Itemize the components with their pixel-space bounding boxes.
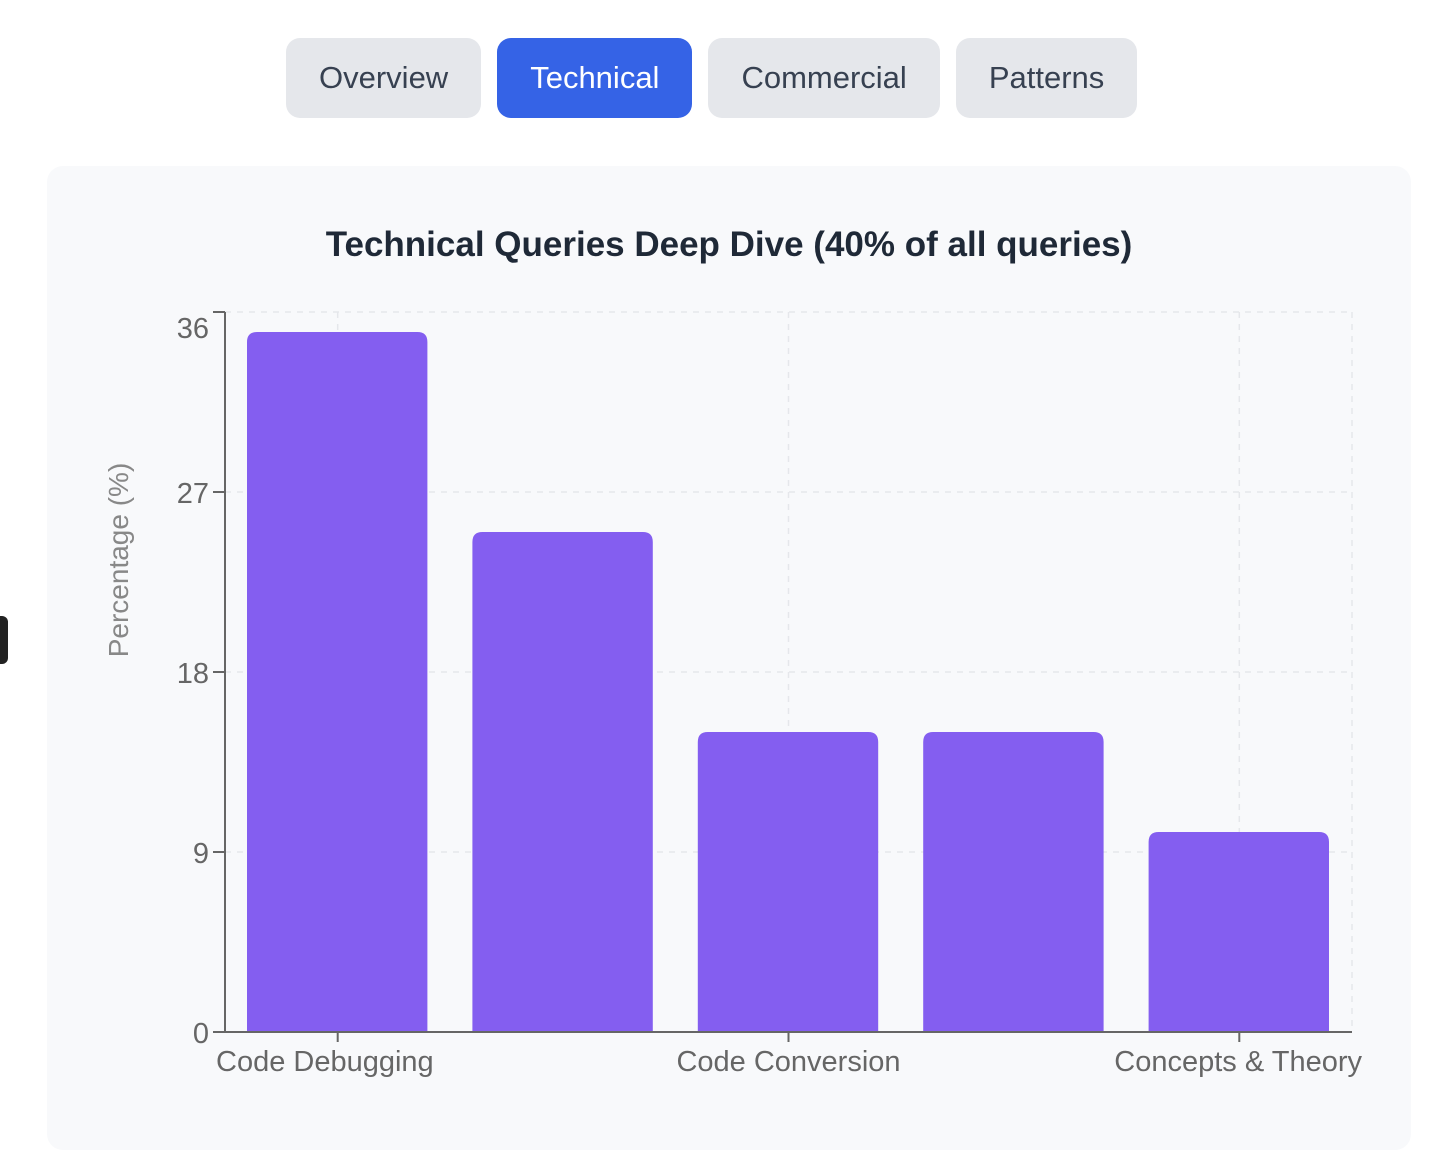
bar <box>472 532 653 1032</box>
y-tick-label: 18 <box>177 658 209 690</box>
bar <box>697 732 879 1032</box>
tab-technical[interactable]: Technical <box>497 38 693 118</box>
side-handle[interactable] <box>0 616 8 664</box>
bar <box>923 732 1104 1032</box>
x-tick-label: Code Conversion <box>676 1046 900 1078</box>
y-tick-label: 9 <box>193 838 209 870</box>
y-tick-label: 36 <box>177 313 209 345</box>
x-tick-label: Concepts & Theory <box>1114 1046 1362 1078</box>
tab-bar: Overview Technical Commercial Patterns <box>286 38 1138 118</box>
bar <box>247 332 428 1032</box>
bar <box>1148 832 1329 1032</box>
y-tick-label: 27 <box>177 478 209 510</box>
chart-title: Technical Queries Deep Dive (40% of all … <box>326 225 1133 264</box>
tab-commercial[interactable]: Commercial <box>708 38 940 118</box>
tab-overview[interactable]: Overview <box>286 38 482 118</box>
x-tick-label: Code Debugging <box>216 1046 434 1078</box>
y-axis-label: Percentage (%) <box>103 463 134 658</box>
tab-patterns[interactable]: Patterns <box>955 38 1138 118</box>
y-tick-label: 0 <box>193 1018 209 1050</box>
